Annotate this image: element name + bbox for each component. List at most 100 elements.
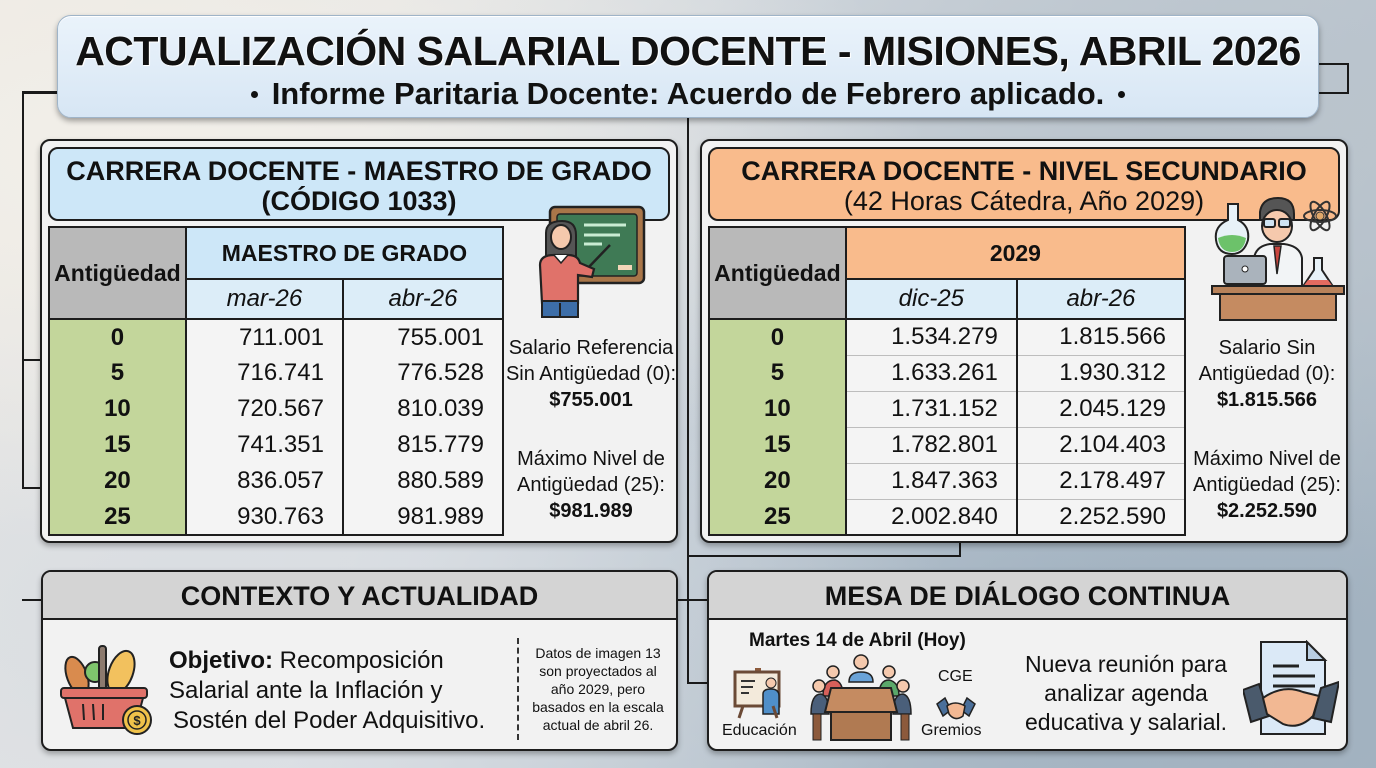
salary-cell: 2.178.497 <box>1015 463 1185 500</box>
context-title: CONTEXTO Y ACTUALIDAD <box>43 572 676 620</box>
table-row: 25 930.763 981.989 <box>48 499 503 535</box>
col-header-antiguedad: Antigüedad <box>48 227 186 320</box>
connector-line <box>687 118 689 683</box>
secondary-reference-note: Salario Sin Antigüedad (0): $1.815.566 <box>1186 335 1348 413</box>
dialogue-title: MESA DE DIÁLOGO CONTINUA <box>709 572 1346 620</box>
meeting-table-icon <box>810 654 912 741</box>
salary-cell: 1.731.152 <box>844 391 1017 428</box>
table-row: 15 741.351 815.779 <box>48 427 503 463</box>
antiguedad-cell: 20 <box>708 463 846 499</box>
connector-line <box>687 682 708 684</box>
label-cge: CGE <box>938 668 973 685</box>
antiguedad-cell: 5 <box>708 355 846 391</box>
dashed-divider <box>517 638 519 740</box>
projection-note: Datos de imagen 13 son proyectados al añ… <box>523 644 673 734</box>
salary-cell: 880.589 <box>341 463 503 499</box>
objective-line: Sostén del Poder Adquisitivo. <box>173 707 486 734</box>
primary-title-line2: (CÓDIGO 1033) <box>261 186 457 216</box>
note-text: Antigüedad (25): <box>1193 474 1341 496</box>
salary-cell: 2.252.590 <box>1015 499 1185 535</box>
table-row: 15 1.782.801 2.104.403 <box>708 427 1185 464</box>
teacher-chalkboard-icon <box>538 205 646 318</box>
meeting-date: Martes 14 de Abril (Hoy) <box>749 630 966 651</box>
table-row: 10 720.567 810.039 <box>48 391 503 427</box>
salary-cell: 741.351 <box>184 427 343 463</box>
antiguedad-cell: 10 <box>48 391 186 427</box>
antiguedad-cell: 10 <box>708 391 846 427</box>
table-row: 10 1.731.152 2.045.129 <box>708 391 1185 428</box>
connector-line <box>22 487 42 489</box>
salary-cell: 810.039 <box>341 391 503 427</box>
bullet-dot <box>250 90 258 98</box>
connector-line <box>687 555 960 557</box>
salary-cell: 711.001 <box>184 319 343 355</box>
table-row: 5 716.741 776.528 <box>48 355 503 391</box>
connector-line <box>1347 63 1349 93</box>
table-row: 0 711.001 755.001 <box>48 319 503 355</box>
meeting-message: Nueva reunión para analizar agenda educa… <box>1001 650 1251 737</box>
connector-line <box>22 359 42 361</box>
note-text: Máximo Nivel de <box>517 448 665 470</box>
antiguedad-cell: 20 <box>48 463 186 499</box>
secondary-salary-table: Antigüedad 2029 dic-25 abr-26 0 1.534.279… <box>708 226 1186 536</box>
connector-line <box>22 91 24 488</box>
primary-salary-panel: CARRERA DOCENTE - MAESTRO DE GRADO (CÓDI… <box>40 139 678 543</box>
salary-cell: 2.104.403 <box>1015 427 1185 464</box>
salary-cell: 1.930.312 <box>1015 355 1185 392</box>
antiguedad-cell: 25 <box>48 499 186 535</box>
salary-cell: 1.534.279 <box>844 319 1017 356</box>
bullet-dot <box>1118 90 1126 98</box>
salary-cell: 930.763 <box>184 499 343 535</box>
note-text: Salario Referencia <box>508 337 674 359</box>
salary-cell: 1.633.261 <box>844 355 1017 392</box>
col-header-mar26: mar-26 <box>184 279 343 320</box>
antiguedad-cell: 5 <box>48 355 186 391</box>
connector-line <box>1318 63 1348 65</box>
secondary-max-note: Máximo Nivel de Antigüedad (25): $2.252.… <box>1186 446 1348 524</box>
context-panel: CONTEXTO Y ACTUALIDAD $ Objetivo: Recomp… <box>41 570 678 751</box>
objective-line: Salarial ante la Inflación y <box>169 677 443 704</box>
note-text: Antigüedad (25): <box>517 474 665 496</box>
svg-text:$: $ <box>133 713 141 728</box>
primary-reference-note: Salario Referencia Sin Antigüedad (0): $… <box>502 335 680 413</box>
salary-cell: 1.847.363 <box>844 463 1017 500</box>
note-line: año 2029, pero <box>550 681 646 697</box>
salary-cell: 755.001 <box>341 319 503 355</box>
col-group-header: MAESTRO DE GRADO <box>184 227 503 280</box>
table-row: 5 1.633.261 1.930.312 <box>708 355 1185 392</box>
salary-cell: 2.045.129 <box>1015 391 1185 428</box>
salary-cell: 1.815.566 <box>1015 319 1185 356</box>
note-line: basados en la escala <box>532 699 664 715</box>
secondary-salary-panel: CARRERA DOCENTE - NIVEL SECUNDARIO (42 H… <box>700 139 1348 543</box>
objective-line: Recomposición <box>273 647 444 674</box>
message-line: analizar agenda <box>1044 680 1208 706</box>
salary-cell: 836.057 <box>184 463 343 499</box>
salary-cell: 716.741 <box>184 355 343 391</box>
note-text: Antigüedad (0): <box>1198 363 1336 385</box>
primary-salary-table: Antigüedad MAESTRO DE GRADO mar-26 abr-2… <box>48 226 504 536</box>
page-title: ACTUALIZACIÓN SALARIAL DOCENTE - MISIONE… <box>75 28 1301 74</box>
note-line: son proyectados al <box>539 663 657 679</box>
salary-cell: 720.567 <box>184 391 343 427</box>
presentation-icon <box>733 668 781 719</box>
note-line: Datos de imagen 13 <box>535 645 661 661</box>
note-text: Salario Sin <box>1218 337 1316 359</box>
table-row: 25 2.002.840 2.252.590 <box>708 499 1185 535</box>
antiguedad-cell: 0 <box>48 319 186 355</box>
reference-salary-value: $755.001 <box>549 389 633 411</box>
secondary-title-line1: CARRERA DOCENTE - NIVEL SECUNDARIO <box>741 156 1307 186</box>
antiguedad-cell: 25 <box>708 499 846 535</box>
col-header-abr26: abr-26 <box>1015 279 1185 320</box>
handshake-small-icon <box>936 696 976 720</box>
agreement-document-icon <box>1243 640 1339 735</box>
table-row: 0 1.534.279 1.815.566 <box>708 319 1185 356</box>
note-line: actual de abril 26. <box>542 717 654 733</box>
dialogue-panel: MESA DE DIÁLOGO CONTINUA Martes 14 de Ab… <box>707 570 1348 751</box>
primary-max-note: Máximo Nivel de Antigüedad (25): $981.98… <box>502 446 680 524</box>
salary-cell: 815.779 <box>341 427 503 463</box>
salary-cell: 2.002.840 <box>844 499 1017 535</box>
col-group-header: 2029 <box>844 227 1185 280</box>
message-line: Nueva reunión para <box>1024 651 1228 677</box>
antiguedad-cell: 15 <box>48 427 186 463</box>
antiguedad-cell: 0 <box>708 319 846 355</box>
